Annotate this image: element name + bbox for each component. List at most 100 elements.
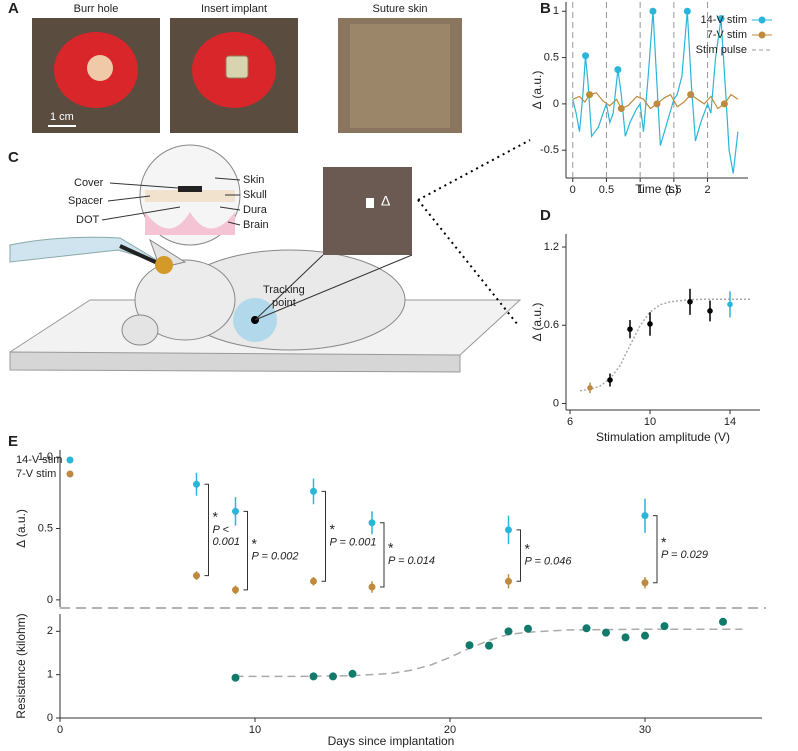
diagram-label: Spacer bbox=[68, 195, 103, 207]
p-value: P = 0.029 bbox=[661, 549, 708, 561]
point bbox=[309, 672, 318, 681]
diagram-label: Skull bbox=[243, 189, 267, 201]
stim-coil bbox=[155, 256, 173, 274]
leader bbox=[107, 195, 151, 202]
diagram-label: point bbox=[272, 297, 296, 309]
peak-marker bbox=[586, 91, 594, 99]
panel-label: B bbox=[540, 0, 551, 17]
y-tick-label: 2 bbox=[47, 625, 53, 637]
panel-label: E bbox=[8, 433, 18, 450]
point bbox=[621, 633, 630, 642]
photo-label: Insert implant bbox=[201, 3, 267, 15]
y-tick-label: 0 bbox=[47, 594, 53, 606]
p-value: * bbox=[661, 534, 667, 550]
p-value: P = 0.001 bbox=[330, 536, 377, 548]
p-value: * bbox=[525, 540, 531, 556]
x-tick-label: 0 bbox=[57, 724, 63, 736]
p-value: P = 0.002 bbox=[252, 551, 299, 563]
point bbox=[641, 631, 649, 640]
p-value: P = 0.014 bbox=[388, 555, 435, 567]
x-tick-label: 30 bbox=[639, 724, 651, 736]
y-tick-label: 1.2 bbox=[544, 241, 559, 253]
x-tick-label: 2 bbox=[704, 184, 710, 196]
skull-layer bbox=[145, 190, 235, 202]
y-axis-label: Resistance (kilohm) bbox=[14, 613, 28, 718]
point bbox=[707, 308, 713, 314]
peak-marker bbox=[617, 105, 625, 113]
point bbox=[505, 526, 512, 534]
connector bbox=[417, 139, 531, 201]
photo-burr bbox=[87, 55, 113, 81]
panel-label: A bbox=[8, 0, 19, 17]
leader bbox=[109, 182, 179, 189]
leader bbox=[101, 206, 181, 221]
x-tick-label: 10 bbox=[249, 724, 261, 736]
trace bbox=[572, 92, 739, 110]
y-axis-label: Δ (a.u.) bbox=[14, 509, 28, 548]
leader bbox=[254, 254, 324, 321]
point bbox=[310, 487, 317, 495]
x-axis-label: Stimulation amplitude (V) bbox=[596, 430, 730, 444]
legend-marker bbox=[66, 456, 74, 464]
legend-label: 14-V stim bbox=[16, 454, 62, 466]
x-tick-label: 6 bbox=[567, 416, 573, 428]
diagram-label: Tracking bbox=[263, 284, 305, 296]
cover-layer bbox=[178, 186, 202, 192]
fit-curve bbox=[235, 628, 743, 678]
y-tick-label: 1 bbox=[553, 5, 559, 17]
connector bbox=[417, 199, 519, 326]
photo-skin bbox=[350, 24, 450, 128]
leader bbox=[214, 177, 241, 181]
inset-photo bbox=[323, 167, 412, 255]
y-tick-label: 0.5 bbox=[544, 51, 559, 63]
scale-label: 1 cm bbox=[50, 111, 74, 123]
point bbox=[193, 480, 200, 488]
point bbox=[368, 583, 376, 591]
y-tick-label: 0 bbox=[553, 397, 559, 409]
point bbox=[348, 669, 357, 678]
significance-bracket bbox=[321, 490, 326, 582]
point bbox=[232, 586, 239, 594]
panel-label: C bbox=[8, 149, 19, 166]
fit-curve bbox=[579, 298, 750, 392]
pig-head bbox=[134, 259, 236, 341]
peak-marker bbox=[653, 100, 661, 108]
platform-edge bbox=[9, 351, 461, 373]
point bbox=[660, 622, 669, 631]
photo-implant bbox=[225, 55, 249, 79]
x-axis-label: Time (s) bbox=[635, 182, 679, 196]
stim-probe bbox=[119, 244, 163, 267]
legend-label: 7-V stim bbox=[707, 29, 747, 41]
y-tick-label: 0 bbox=[47, 712, 53, 724]
point bbox=[465, 641, 474, 650]
peak-marker bbox=[582, 52, 590, 60]
y-tick-label: 0 bbox=[553, 98, 559, 110]
point bbox=[504, 627, 513, 636]
significance-bracket bbox=[653, 515, 658, 584]
p-value: * bbox=[252, 535, 258, 551]
y-tick-label: -0.5 bbox=[540, 144, 559, 156]
peak-marker bbox=[683, 7, 691, 15]
x-tick-label: 0 bbox=[570, 184, 576, 196]
significance-bracket bbox=[243, 510, 248, 591]
significance-bracket bbox=[204, 483, 209, 577]
x-tick-label: 1 bbox=[637, 184, 643, 196]
diagram-label: Brain bbox=[243, 219, 269, 231]
point bbox=[607, 377, 613, 383]
significance-bracket bbox=[380, 522, 385, 588]
diagram-label: Skin bbox=[243, 174, 264, 186]
point bbox=[582, 624, 591, 633]
photo-label: Burr hole bbox=[74, 3, 119, 15]
point bbox=[193, 572, 200, 580]
legend-label: 7-V stim bbox=[16, 468, 56, 480]
point bbox=[368, 519, 376, 527]
diagram-label: DOT bbox=[76, 214, 100, 226]
photo-label: Suture skin bbox=[372, 3, 427, 15]
trace bbox=[572, 11, 739, 174]
x-tick-label: 1.5 bbox=[666, 184, 681, 196]
p-value: * bbox=[213, 509, 219, 525]
x-tick-label: 14 bbox=[724, 416, 736, 428]
p-value: P < bbox=[213, 524, 230, 536]
peak-marker bbox=[614, 66, 622, 74]
point bbox=[587, 385, 593, 391]
